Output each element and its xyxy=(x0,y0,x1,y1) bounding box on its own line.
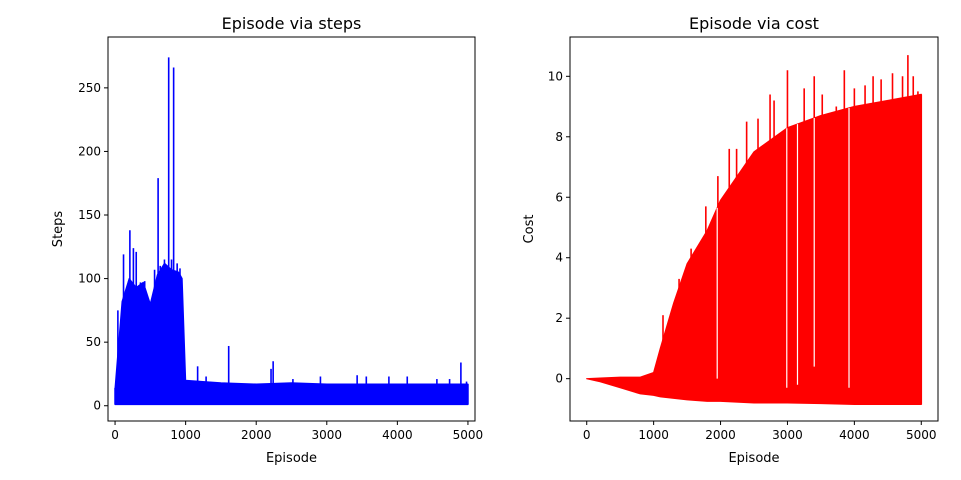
steps-axes-frame xyxy=(107,36,476,422)
cost-y-ticks: 0 2 4 6 8 10 xyxy=(548,69,570,386)
cost-chart: Episode via cost 0 1000 2000 3000 4000 5000 0… xyxy=(522,14,939,466)
steps-y-tick-label: 0 xyxy=(93,399,101,413)
cost-x-tick-label: 1000 xyxy=(638,428,669,442)
steps-series-envelope xyxy=(114,262,469,406)
cost-y-axis-label: Cost xyxy=(522,215,537,244)
cost-y-tick-label: 2 xyxy=(555,311,563,325)
cost-y-tick-label: 6 xyxy=(555,190,563,204)
steps-x-tick-label: 2000 xyxy=(241,428,272,442)
cost-x-tick-label: 2000 xyxy=(705,428,736,442)
cost-plot-area xyxy=(586,55,923,405)
steps-y-axis-label: Steps xyxy=(51,211,66,248)
steps-y-tick-label: 150 xyxy=(78,208,101,222)
steps-y-ticks: 0 50 100 150 200 250 xyxy=(78,81,108,413)
cost-x-tick-label: 5000 xyxy=(906,428,937,442)
cost-y-tick-label: 4 xyxy=(555,251,563,265)
cost-series xyxy=(586,55,923,405)
steps-x-axis-label: Episode xyxy=(266,451,317,466)
cost-x-tick-label: 3000 xyxy=(772,428,803,442)
steps-plot-area xyxy=(114,57,469,406)
steps-series xyxy=(114,57,469,406)
steps-y-tick-label: 250 xyxy=(78,81,101,95)
steps-x-tick-label: 0 xyxy=(111,428,119,442)
cost-y-tick-label: 8 xyxy=(555,130,563,144)
cost-y-tick-label: 10 xyxy=(548,69,563,83)
cost-x-tick-label: 4000 xyxy=(839,428,870,442)
cost-chart-title: Episode via cost xyxy=(689,14,819,33)
cost-axes-frame xyxy=(569,36,939,422)
steps-y-tick-label: 200 xyxy=(78,144,101,158)
steps-x-tick-label: 1000 xyxy=(170,428,201,442)
cost-x-tick-label: 0 xyxy=(583,428,591,442)
steps-y-tick-label: 50 xyxy=(86,335,101,349)
steps-x-ticks: 0 1000 2000 3000 4000 5000 xyxy=(111,421,483,442)
steps-x-tick-label: 3000 xyxy=(312,428,343,442)
steps-x-tick-label: 5000 xyxy=(453,428,484,442)
cost-x-axis-label: Episode xyxy=(728,451,779,466)
steps-y-tick-label: 100 xyxy=(78,272,101,286)
cost-x-ticks: 0 1000 2000 3000 4000 5000 xyxy=(583,421,937,442)
steps-chart: Episode via steps 0 1000 2000 3000 4000 5000 … xyxy=(51,14,483,466)
steps-x-tick-label: 4000 xyxy=(382,428,413,442)
steps-chart-title: Episode via steps xyxy=(222,14,362,33)
cost-y-tick-label: 0 xyxy=(555,372,563,386)
